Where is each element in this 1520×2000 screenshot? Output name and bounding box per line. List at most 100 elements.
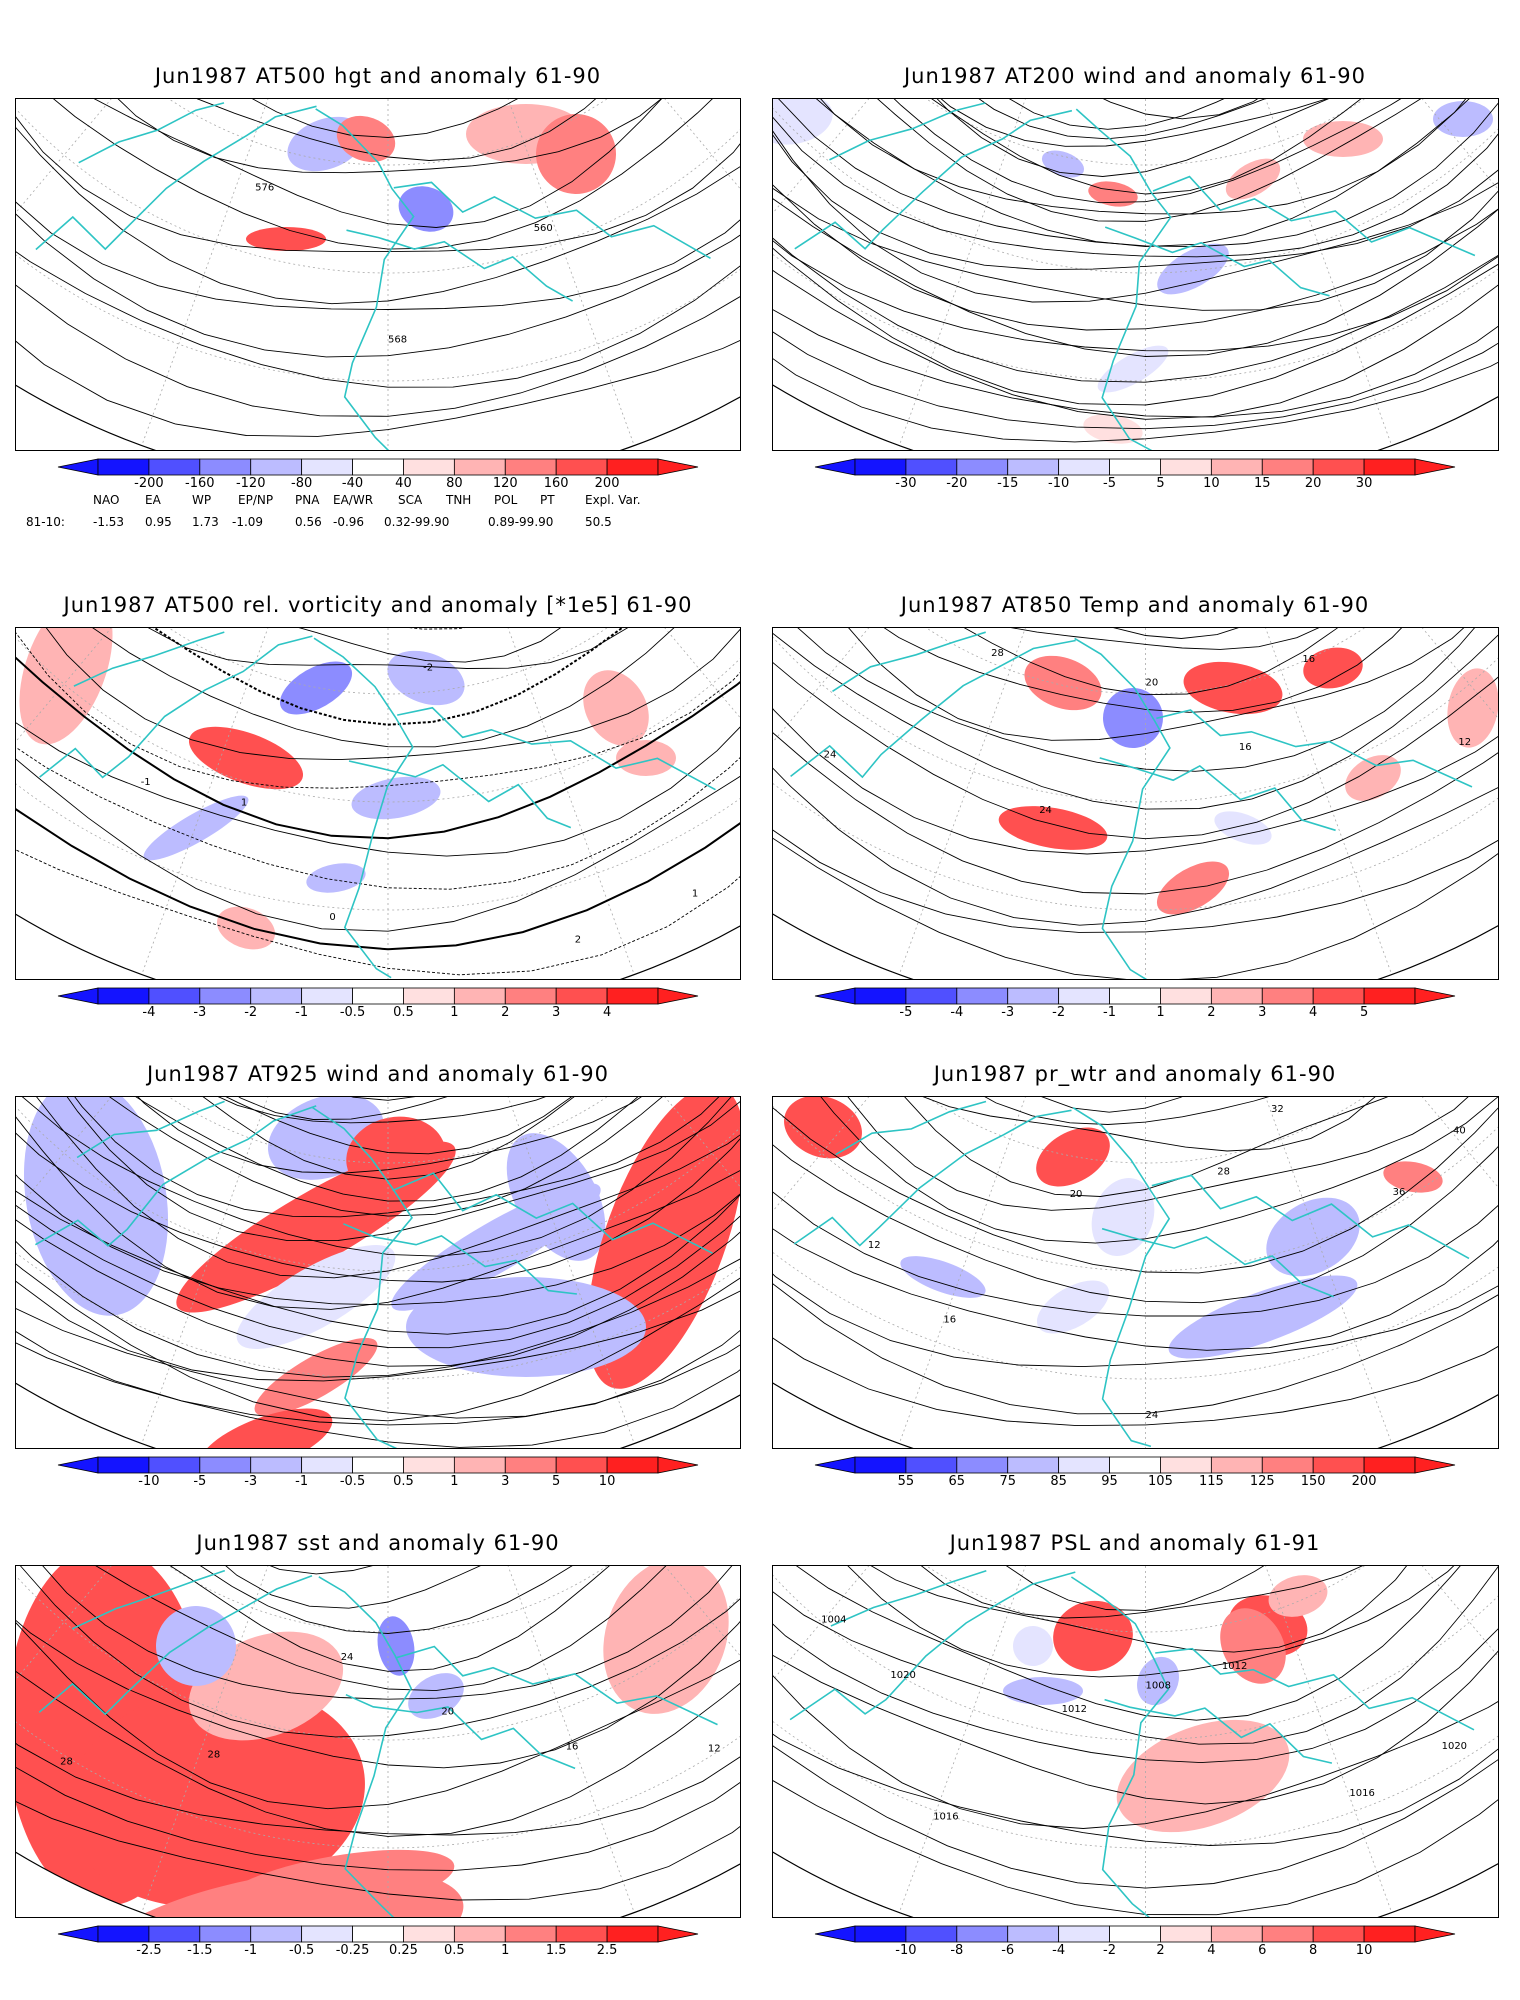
streamline [16, 1097, 740, 1335]
streamline [16, 1097, 740, 1367]
colorbar-tick-label: 2 [501, 1005, 510, 1020]
anomaly-shading [1220, 1608, 1286, 1684]
contour-line [793, 628, 1498, 650]
colorbar-tick-label: 0.25 [388, 1943, 418, 1958]
colorbar-segment [606, 458, 659, 476]
anomaly-shading [1168, 1275, 1358, 1359]
index-value-row: 81-10: -1.53 0.95 1.73 -1.09 0.56 -0.96 … [0, 515, 700, 531]
colorbar-at200-wind: -30 -20 -15 -10 -5 5 10 15 20 30 [814, 458, 1456, 495]
colorbar-tick-label: -3 [193, 1005, 207, 1020]
streamline [773, 99, 1498, 418]
coastline [835, 1100, 987, 1156]
latitude-circle [773, 99, 1498, 450]
colorbar-tick-label: 115 [1198, 1474, 1224, 1489]
anomaly-shading [1447, 668, 1498, 748]
map-graphic [773, 99, 1498, 450]
streamline [20, 1097, 740, 1124]
colorbar-max-arrow [1414, 458, 1456, 476]
coastline [794, 109, 1073, 250]
map-pr-wtr: 40 36 32 28 24 20 16 12 [772, 1096, 1499, 1449]
colorbar-segment [1109, 1456, 1161, 1474]
colorbar-max-arrow [1414, 987, 1456, 1005]
colorbar-segment [504, 1925, 557, 1943]
anomaly-shading [536, 114, 616, 194]
colorbar-tick-label: -10 [895, 1943, 917, 1958]
anomaly-shading [1116, 1719, 1290, 1833]
coastline [1072, 1107, 1171, 1448]
contour-line [16, 628, 740, 748]
colorbar-tick-label: 65 [948, 1474, 966, 1489]
contour-line [16, 628, 740, 726]
colorbar-graphic [57, 1456, 699, 1474]
colorbar-tick-label: -6 [1001, 1943, 1015, 1958]
colorbar-segment [199, 1925, 252, 1943]
anomaly-shading [1268, 1575, 1328, 1617]
colorbar-segment [1007, 1925, 1060, 1943]
anomaly-shading [408, 1673, 464, 1719]
contour-line [16, 628, 740, 857]
contour-line [773, 628, 1498, 895]
meridian-line [387, 628, 740, 659]
contour-line [16, 628, 740, 951]
anomaly-shading [156, 1606, 236, 1686]
meridian-line [898, 99, 1146, 446]
coastline [39, 635, 313, 779]
contour-label: 1012 [1062, 1704, 1087, 1715]
colorbar-tick-label: 160 [543, 476, 569, 491]
streamline [773, 99, 1498, 331]
contour-label: 1 [241, 798, 247, 809]
streamline [773, 99, 1498, 248]
colorbar-tick-label: -30 [895, 476, 917, 491]
streamline [16, 1097, 740, 1218]
colorbar-min-arrow [814, 987, 856, 1005]
contour-line [773, 1566, 1498, 1678]
streamline [816, 99, 1498, 120]
streamline [16, 1097, 740, 1217]
colorbar-at925-wind: -10 -5 -3 -1 -0.5 0.5 1 3 5 10 [57, 1456, 699, 1493]
colorbar-tick-label: 200 [594, 476, 620, 491]
contour-label: -2 [423, 662, 433, 673]
coastline [1099, 757, 1336, 832]
coastline [832, 631, 986, 692]
colorbar-max-arrow [657, 1925, 699, 1943]
streamline [782, 99, 1488, 130]
streamline [773, 99, 1498, 248]
contour-line [16, 99, 740, 358]
streamline [773, 99, 1498, 420]
colorbar-graphic [814, 1456, 1456, 1474]
streamline [773, 99, 1498, 357]
colorbar-tick-label: 6 [1258, 1943, 1267, 1958]
contour-line [16, 1566, 740, 1672]
colorbar-segment [1058, 1925, 1110, 1943]
streamline [773, 99, 1498, 222]
coastline [1104, 1698, 1333, 1764]
colorbar-segment [1261, 987, 1314, 1005]
streamline [773, 99, 1498, 311]
map-boundary [773, 1382, 1498, 1448]
colorbar-segment [956, 1456, 1009, 1474]
anomaly-shading [1225, 158, 1281, 200]
colorbar-graphic [814, 987, 1456, 1005]
contour-line [773, 1097, 1498, 1197]
colorbar-segment [1261, 458, 1314, 476]
contour-line [773, 628, 1498, 713]
colorbar-segment [1160, 458, 1212, 476]
meridian-line [387, 1566, 635, 1913]
index-epnp: EP/NP [238, 493, 274, 507]
colorbar-tick-label: -0.5 [339, 1005, 366, 1020]
anomaly-shading [351, 776, 441, 820]
streamline [16, 1097, 740, 1279]
contour-line [16, 1566, 740, 1836]
contour-line [773, 1097, 1498, 1427]
colorbar-segment [1109, 987, 1161, 1005]
colorbar-tick-label: 1 [450, 1474, 459, 1489]
coastline [393, 181, 711, 259]
coastline [789, 1571, 1076, 1721]
anomaly-shading [1036, 1127, 1110, 1187]
latitude-circle [16, 1566, 740, 1741]
contour-label: 16 [1302, 654, 1315, 665]
streamline [16, 1097, 740, 1155]
colorbar-graphic [57, 458, 699, 476]
colorbar-tick-label: -3 [1001, 1005, 1015, 1020]
contour-line [773, 1566, 1498, 1889]
